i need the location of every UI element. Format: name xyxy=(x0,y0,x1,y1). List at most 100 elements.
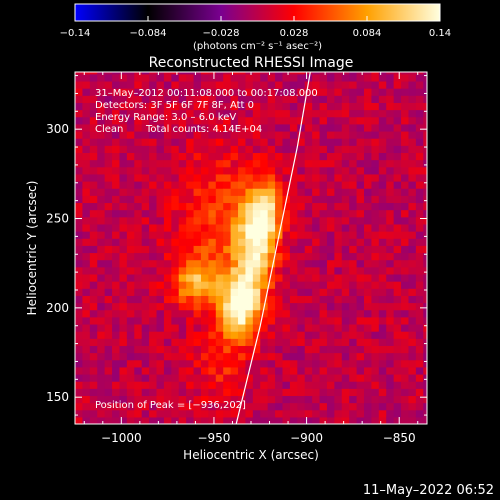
heatmap-cell xyxy=(312,295,321,304)
heatmap-cell xyxy=(126,416,135,424)
heatmap-cell xyxy=(193,130,202,139)
heatmap-cell xyxy=(171,388,180,397)
heatmap-cell xyxy=(141,266,150,275)
heatmap-cell xyxy=(282,80,291,89)
heatmap-cell xyxy=(341,409,350,418)
heatmap-cell xyxy=(230,138,239,146)
heatmap-cell xyxy=(171,216,180,225)
heatmap-cell xyxy=(97,273,106,282)
heatmap-cell xyxy=(341,331,350,339)
heatmap-cell xyxy=(393,259,402,268)
heatmap-cell xyxy=(349,138,358,146)
heatmap-cell xyxy=(156,366,165,375)
heatmap-cell xyxy=(149,245,158,254)
heatmap-cell xyxy=(415,295,424,304)
heatmap-cell xyxy=(178,152,187,161)
heatmap-cell xyxy=(163,173,172,182)
heatmap-cell xyxy=(334,352,343,361)
heatmap-cell xyxy=(364,138,373,146)
heatmap-cell xyxy=(304,295,313,304)
heatmap-cell xyxy=(126,395,135,404)
heatmap-cell xyxy=(260,409,269,418)
heatmap-cell xyxy=(356,409,365,418)
heatmap-cell xyxy=(75,102,84,111)
heatmap-cell xyxy=(104,88,113,96)
heatmap-cell xyxy=(386,309,395,318)
heatmap-cell xyxy=(356,195,365,204)
heatmap-cell xyxy=(238,202,247,211)
heatmap-cell xyxy=(171,273,180,282)
heatmap-cell xyxy=(223,188,232,196)
heatmap-cell xyxy=(408,359,417,368)
heatmap-cell xyxy=(200,373,209,382)
heatmap-cell xyxy=(356,359,365,368)
heatmap-cell xyxy=(349,316,358,325)
heatmap-cell xyxy=(104,245,113,254)
heatmap-cell xyxy=(275,188,284,196)
heatmap-cell xyxy=(163,295,172,304)
heatmap-cell xyxy=(245,302,254,311)
heatmap-cell xyxy=(163,216,172,225)
heatmap-cell xyxy=(408,252,417,261)
heatmap-cell xyxy=(252,173,261,182)
heatmap-cell xyxy=(319,123,328,132)
heatmap-cell xyxy=(126,266,135,275)
heatmap-cell xyxy=(334,180,343,189)
heatmap-cell xyxy=(200,102,209,111)
heatmap-cell xyxy=(282,302,291,311)
heatmap-cell xyxy=(408,216,417,225)
heatmap-cell xyxy=(163,138,172,146)
heatmap-cell xyxy=(223,159,232,168)
heatmap-cell xyxy=(319,88,328,96)
heatmap-cell xyxy=(341,345,350,354)
heatmap-cell xyxy=(371,202,380,211)
heatmap-cell xyxy=(297,152,306,161)
heatmap-cell xyxy=(149,309,158,318)
heatmap-cell xyxy=(334,381,343,389)
heatmap-cell xyxy=(319,130,328,139)
heatmap-cell xyxy=(260,359,269,368)
heatmap-cell xyxy=(408,402,417,411)
heatmap-cell xyxy=(134,273,143,282)
heatmap-cell xyxy=(319,195,328,204)
heatmap-cell xyxy=(312,73,321,82)
heatmap-cell xyxy=(215,331,224,339)
heatmap-cell xyxy=(378,288,387,296)
heatmap-cell xyxy=(341,116,350,125)
heatmap-cell xyxy=(326,338,335,346)
heatmap-cell xyxy=(178,166,187,175)
heatmap-cell xyxy=(134,209,143,218)
heatmap-cell xyxy=(401,188,410,196)
heatmap-cell xyxy=(423,316,427,325)
heatmap-cell xyxy=(89,223,98,232)
heatmap-cell xyxy=(334,345,343,354)
heatmap-cell xyxy=(289,395,298,404)
heatmap-cell xyxy=(223,288,232,296)
heatmap-cell xyxy=(112,252,121,261)
heatmap-cell xyxy=(223,116,232,125)
heatmap-cell xyxy=(356,338,365,346)
heatmap-cell xyxy=(341,352,350,361)
heatmap-cell xyxy=(319,159,328,168)
colorbar-tick-label: −0.084 xyxy=(129,28,166,39)
heatmap-cell xyxy=(97,80,106,89)
heatmap-cell xyxy=(282,281,291,289)
heatmap-cell xyxy=(112,138,121,146)
heatmap-cell xyxy=(126,402,135,411)
heatmap-cell xyxy=(134,302,143,311)
heatmap-cell xyxy=(319,323,328,332)
heatmap-cell xyxy=(326,159,335,168)
heatmap-cell xyxy=(282,188,291,196)
heatmap-cell xyxy=(141,281,150,289)
heatmap-cell xyxy=(423,116,427,125)
x-tick-label: −1000 xyxy=(101,431,142,445)
heatmap-cell xyxy=(275,352,284,361)
heatmap-cell xyxy=(297,195,306,204)
heatmap-cell xyxy=(289,359,298,368)
heatmap-cell xyxy=(126,323,135,332)
heatmap-cell xyxy=(326,166,335,175)
heatmap-cell xyxy=(289,152,298,161)
heatmap-cell xyxy=(289,259,298,268)
heatmap-cell xyxy=(245,316,254,325)
heatmap-cell xyxy=(326,252,335,261)
